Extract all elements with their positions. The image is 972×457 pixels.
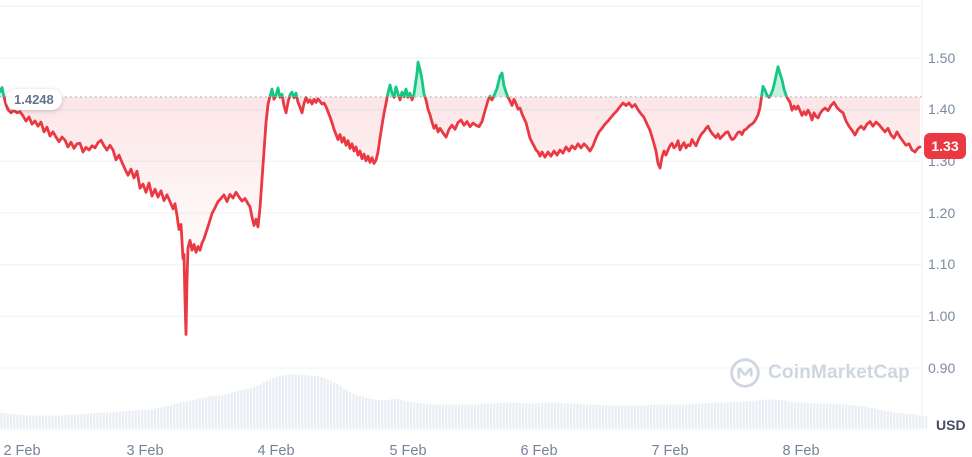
- price-line: [0, 60, 922, 336]
- gridlines: [0, 5, 922, 369]
- watermark-text: CoinMarketCap: [768, 362, 910, 383]
- watermark: CoinMarketCap: [729, 355, 910, 391]
- baseline-price-label: 1.4248: [6, 89, 62, 110]
- baseline-fills: [0, 62, 920, 335]
- current-price-badge: 1.33: [924, 133, 966, 159]
- coinmarketcap-logo-icon: [730, 358, 760, 388]
- volume-bars: [0, 374, 928, 429]
